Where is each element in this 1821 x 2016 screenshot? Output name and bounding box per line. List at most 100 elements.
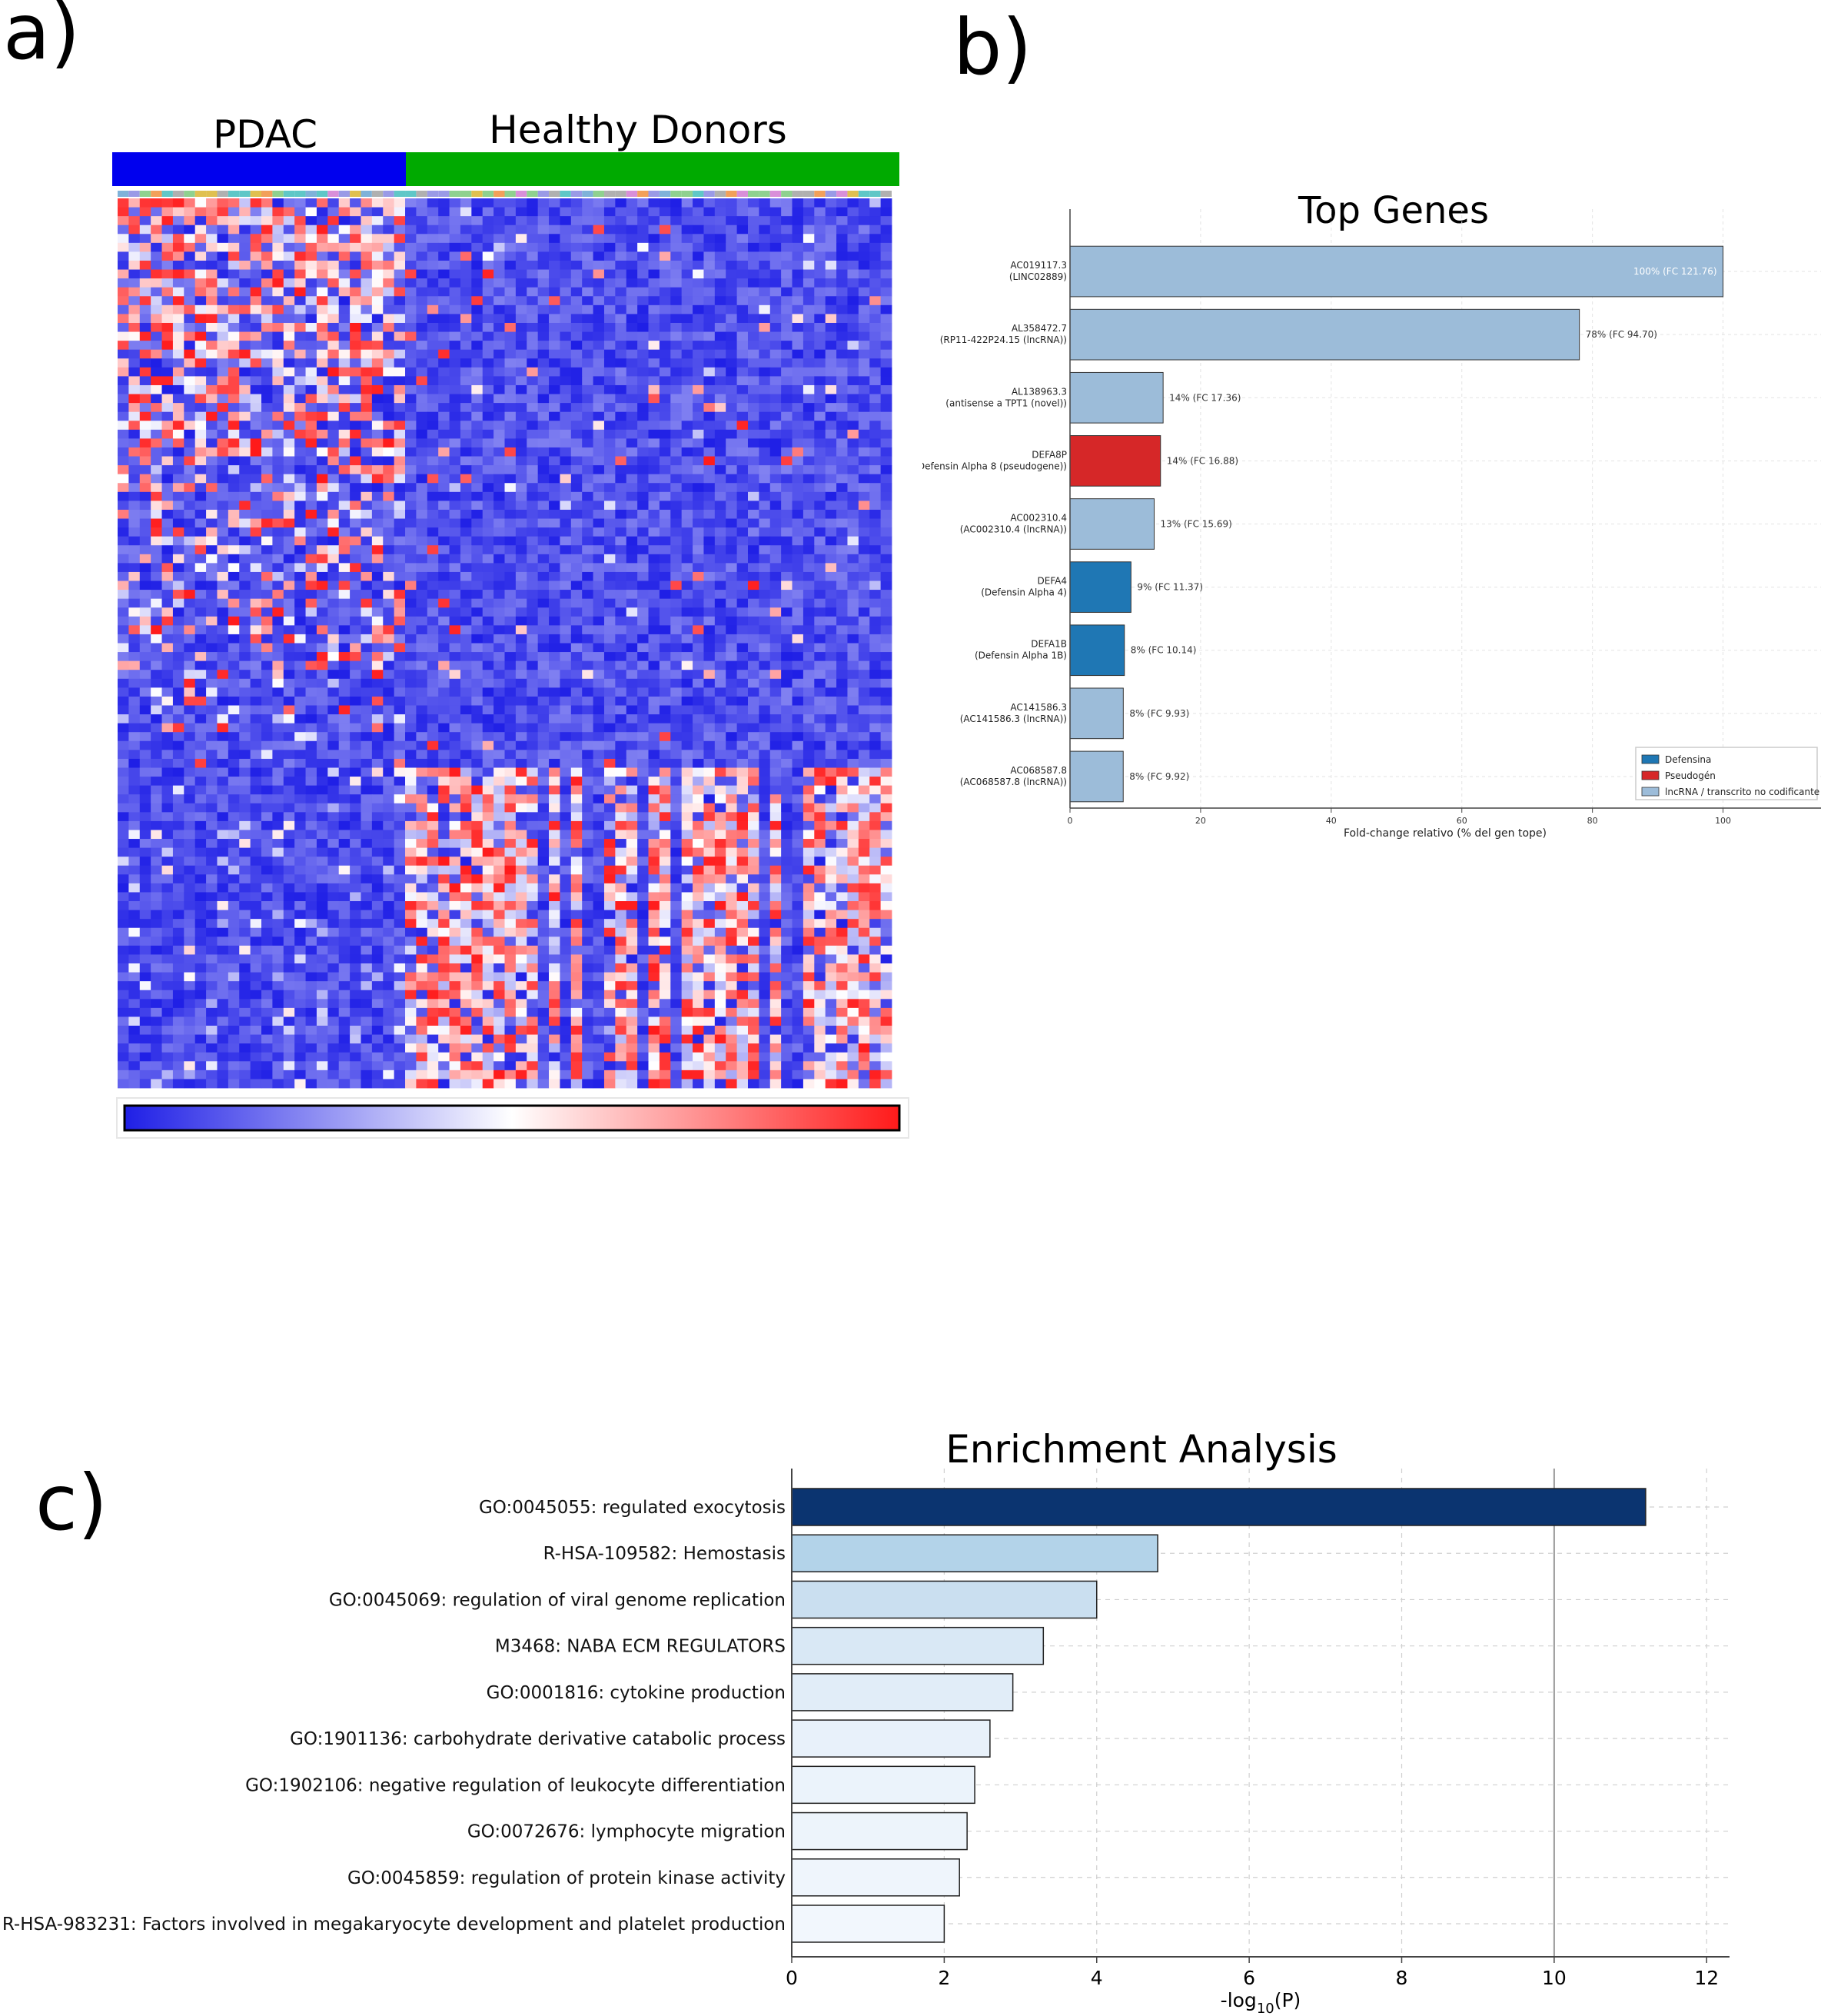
heatmap-cell [836, 652, 848, 662]
heatmap-cell [294, 384, 306, 394]
heatmap-cell [361, 403, 373, 413]
heatmap-cell [769, 509, 782, 519]
heatmap-cell [560, 216, 572, 226]
heatmap-cell [637, 777, 649, 787]
heatmap-cell [537, 590, 550, 600]
heatmap-cell [792, 304, 804, 314]
heatmap-cell [228, 198, 240, 208]
heatmap-cell [747, 447, 759, 457]
heatmap-cell [681, 590, 693, 600]
heatmap-cell [549, 687, 560, 697]
heatmap-cell [239, 820, 251, 830]
heatmap-cell [693, 625, 704, 635]
heatmap-cell [305, 278, 317, 288]
heatmap-cell [769, 563, 782, 573]
heatmap-cell [703, 251, 716, 261]
heatmap-cell [814, 607, 826, 617]
heatmap-cell [626, 314, 638, 324]
heatmap-cell [659, 607, 671, 617]
heatmap-cell [593, 705, 605, 715]
heatmap-cell [305, 501, 317, 511]
heatmap-cell [703, 456, 716, 466]
heatmap-cell [305, 384, 317, 394]
heatmap-cell [681, 234, 693, 244]
heatmap-cell [736, 429, 749, 439]
heatmap-cell [880, 705, 892, 715]
heatmap-cell [803, 777, 815, 787]
heatmap-cell [460, 429, 472, 439]
heatmap-cell [283, 705, 295, 715]
heatmap-cell [626, 367, 638, 377]
heatmap-cell [759, 269, 771, 279]
heatmap-cell [482, 260, 494, 270]
heatmap-cell [537, 483, 550, 493]
heatmap-cell [670, 625, 683, 635]
heatmap-cell [161, 234, 174, 244]
heatmap-cell [659, 625, 671, 635]
heatmap-cell [781, 207, 793, 217]
heatmap-cell [194, 367, 207, 377]
heatmap-cell [626, 376, 638, 386]
heatmap-cell [394, 652, 406, 662]
heatmap-cell [736, 501, 749, 511]
heatmap-cell [792, 456, 804, 466]
heatmap-cell [527, 625, 539, 635]
heatmap-cell [515, 341, 527, 351]
heatmap-cell [781, 687, 793, 697]
heatmap-cell [681, 376, 693, 386]
heatmap-cell [648, 296, 660, 306]
heatmap-cell [803, 705, 815, 715]
heatmap-cell [769, 341, 782, 351]
heatmap-cell [570, 696, 583, 706]
heatmap-cell [482, 394, 494, 404]
heatmap-cell [637, 341, 649, 351]
heatmap-cell [493, 474, 505, 484]
heatmap-cell [316, 527, 328, 537]
heatmap-cell [847, 563, 859, 573]
heatmap-cell [316, 625, 328, 635]
heatmap-cell [228, 225, 240, 235]
heatmap-cell [814, 723, 826, 733]
heatmap-cell [515, 660, 527, 670]
heatmap-cell [449, 518, 461, 528]
heatmap-cell [825, 785, 837, 795]
heatmap-cell [383, 616, 395, 626]
heatmap-cell [383, 322, 395, 332]
heatmap-cell [394, 740, 406, 750]
heatmap-cell [880, 509, 892, 519]
heatmap-cell [615, 358, 627, 368]
heatmap-cell [527, 803, 539, 813]
heatmap-cell [350, 678, 361, 688]
heatmap-cell [504, 234, 517, 244]
heatmap-cell [570, 429, 583, 439]
heatmap-cell [416, 483, 428, 493]
heatmap-cell [118, 341, 129, 351]
heatmap-cell [482, 278, 494, 288]
heatmap-cell [327, 465, 340, 475]
heatmap-cell [206, 794, 218, 804]
heatmap-cell [294, 803, 306, 813]
heatmap-cell [648, 491, 660, 501]
heatmap-cell [747, 643, 759, 653]
heatmap-cell [527, 696, 539, 706]
heatmap-cell [736, 376, 749, 386]
heatmap-cell [836, 278, 848, 288]
heatmap-cell [537, 242, 550, 252]
heatmap-cell [128, 598, 141, 608]
heatmap-cell [560, 678, 572, 688]
heatmap-cell [272, 660, 284, 670]
heatmap-cell [648, 687, 660, 697]
heatmap-cell [449, 670, 461, 680]
heatmap-cell [294, 456, 306, 466]
heatmap-cell [383, 198, 395, 208]
heatmap-cell [361, 491, 373, 501]
heatmap-cell [549, 411, 560, 421]
heatmap-cell [184, 367, 196, 377]
heatmap-cell [736, 660, 749, 670]
heatmap-cell [228, 376, 240, 386]
heatmap-cell [184, 438, 196, 448]
heatmap-cell [206, 447, 218, 457]
heatmap-cell [361, 590, 373, 600]
heatmap-cell [338, 696, 351, 706]
heatmap-cell [194, 421, 207, 431]
